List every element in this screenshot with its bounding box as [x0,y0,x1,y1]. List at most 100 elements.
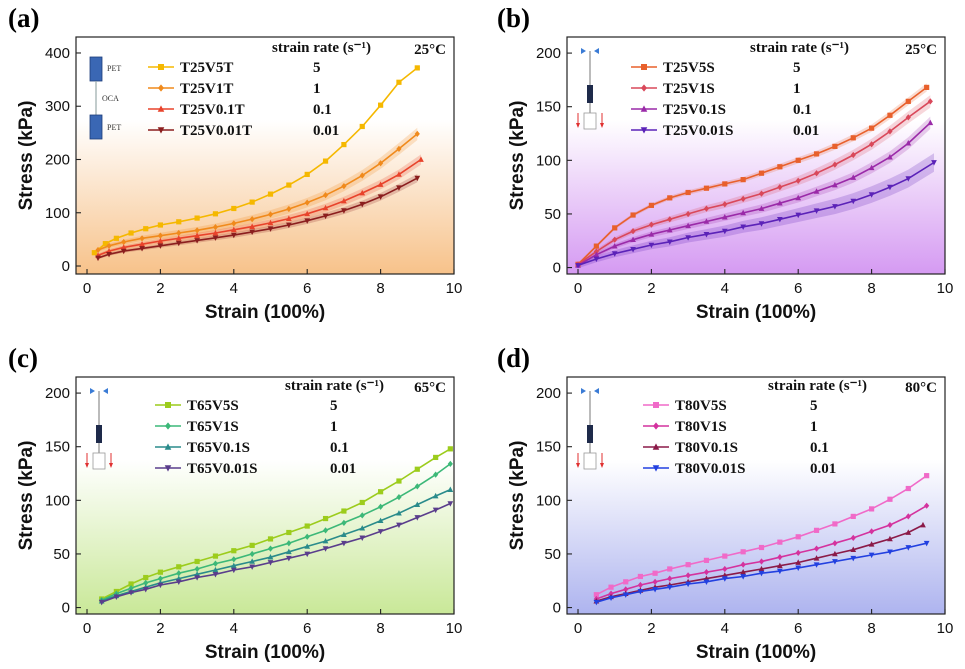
data-point [447,446,453,452]
x-tick-label: 4 [230,280,238,297]
data-point [630,236,636,243]
data-point [887,153,893,160]
legend-entry-rate: 5 [810,398,818,414]
data-point [905,140,912,146]
legend-entry-rate: 1 [793,81,801,97]
legend-marker [652,465,660,472]
data-point [176,570,182,577]
data-point [175,240,182,247]
data-point [927,119,934,126]
data-point [249,542,255,548]
data-point [722,201,728,208]
data-point [157,237,164,244]
data-point [91,250,97,256]
data-point [777,539,783,545]
data-point [868,164,875,171]
legend-entry-rate: 1 [330,419,338,435]
data-point [194,232,200,238]
data-point [685,210,691,218]
data-point [304,171,310,178]
legend-entry-rate: 1 [313,81,321,97]
data-point [286,540,292,547]
data-point [304,218,311,224]
data-point [175,579,182,585]
legend-entry-name: T25V0.01S [663,123,733,139]
legend-marker [652,443,660,450]
data-point [740,561,746,568]
x-tick-label: 10 [937,620,954,637]
data-point [795,565,802,572]
data-point [777,184,783,191]
series-line-T80V1S [596,505,928,600]
data-point [286,182,292,188]
data-point [608,584,614,590]
data-point [813,188,820,194]
data-point [685,189,691,196]
inset-label-top: PET [107,64,121,73]
data-point [414,483,420,490]
x-tick-label: 10 [446,620,463,637]
x-tick-label: 0 [574,280,582,297]
data-point [176,229,182,237]
plot-background [567,377,945,614]
data-point [176,219,182,225]
y-tick-label: 200 [45,151,70,168]
data-point [377,181,384,187]
legend-entry-name: T25V5T [180,60,233,76]
data-point [322,527,329,534]
y-tick-label: 100 [536,152,561,169]
data-point [813,151,820,157]
legend-entry-name: T25V1S [663,81,715,97]
data-point [575,263,581,269]
plot-frame [75,36,455,275]
data-point [776,568,783,575]
x-tick-label: 4 [721,280,729,297]
data-point [593,248,599,255]
legend-entry-rate: 5 [313,60,321,76]
data-point [666,226,673,233]
data-point [414,501,421,507]
data-point [143,226,149,232]
data-point [887,128,893,135]
x-tick-label: 6 [794,620,802,637]
data-point [322,213,329,220]
data-point [175,235,182,241]
data-point [777,164,783,170]
legend-marker [164,465,172,472]
data-point [722,553,728,559]
data-point [813,562,820,568]
data-point [593,256,600,263]
data-point [285,548,292,555]
data-point [612,236,618,243]
data-point [106,242,112,249]
data-point [359,189,366,196]
data-point [850,174,857,180]
data-point [666,584,673,591]
legend-entry-name: T65V0.1S [187,440,250,456]
legend-entry-rate: 0.01 [810,461,836,477]
data-point [850,546,857,552]
data-point [832,550,838,557]
data-point [194,215,200,221]
panel-label-a: (a) [8,3,39,33]
legend-marker [653,402,659,408]
data-point [396,493,402,501]
data-point [341,208,347,214]
data-point [608,595,614,602]
data-point [722,181,728,187]
error-band-1 [578,83,927,266]
y-tick-label: 50 [544,546,561,563]
inset-label-bottom: PET [107,123,121,132]
y-axis-title: Stress (kPa) [507,101,528,211]
data-point [121,238,127,246]
data-point [95,255,101,262]
data-point [868,552,875,559]
legend-entry-name: T80V0.1S [675,440,738,456]
data-point [905,545,912,551]
data-point [740,195,746,203]
legend-entry-name: T25V0.1S [663,102,726,118]
data-point [128,590,134,596]
